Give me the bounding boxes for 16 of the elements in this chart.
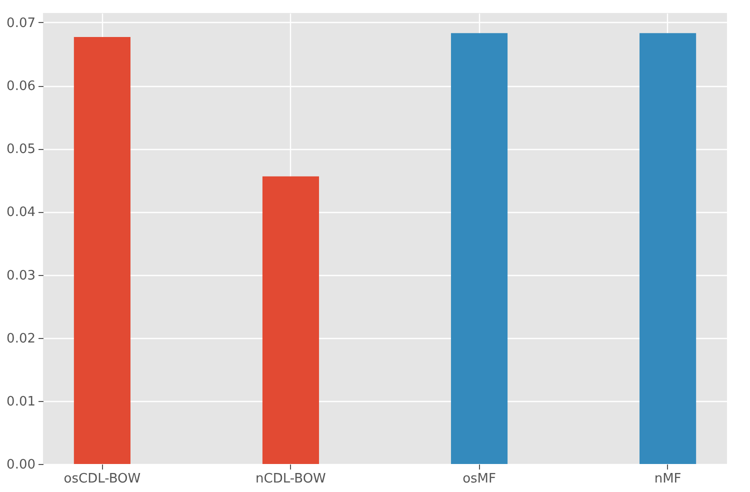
y-tick-label: 0.07 [6,16,36,31]
x-tick-label: osCDL-BOW [64,472,141,486]
y-tick-label: 0.04 [6,205,36,220]
x-tick-label: osMF [462,472,496,486]
y-tick-label: 0.03 [6,268,36,284]
y-tick-label: 0.00 [6,458,36,472]
y-tick-label: 0.05 [6,142,36,158]
x-tick-label: nCDL-BOW [256,472,326,486]
bar [450,33,508,464]
x-tick-label: nMF [654,472,682,486]
bar [640,33,696,464]
bar [74,36,130,464]
y-tick-label: 0.02 [6,331,36,346]
bar [262,176,320,464]
y-tick-label: 0.01 [6,394,36,410]
y-tick-label: 0.06 [6,79,36,94]
